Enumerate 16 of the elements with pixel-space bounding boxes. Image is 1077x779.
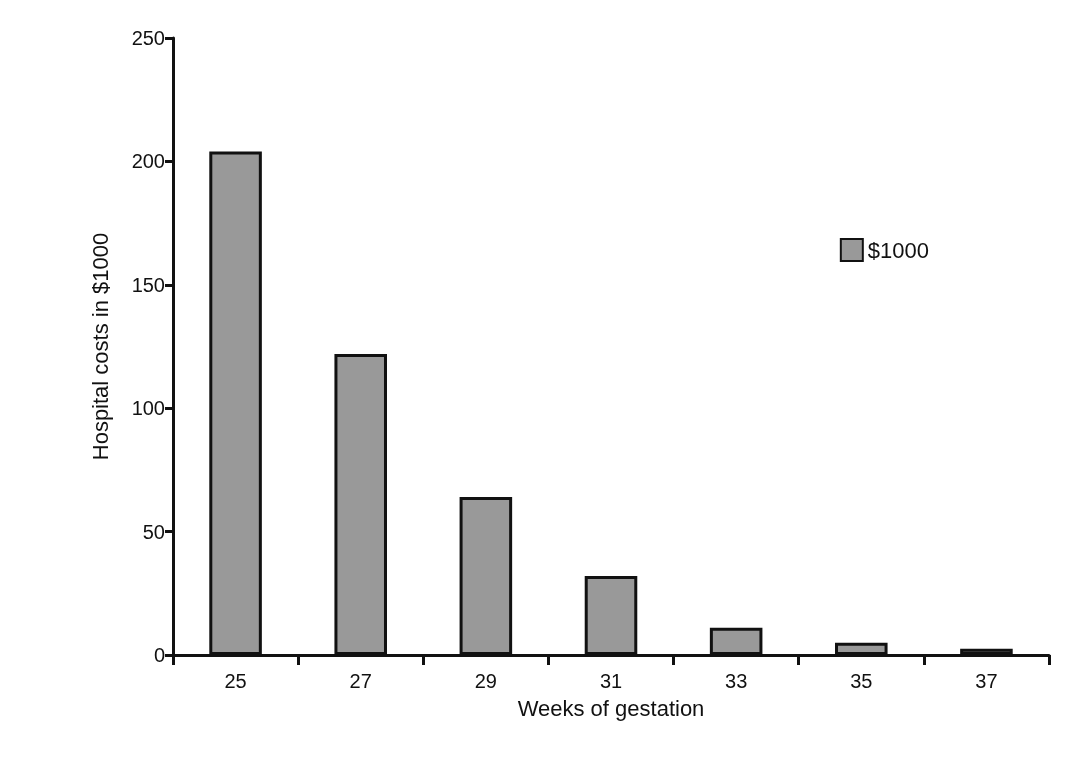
y-tick-label: 200: [131, 150, 165, 173]
y-tick-label: 100: [131, 397, 165, 420]
y-axis-title: Hospital costs in $1000: [87, 232, 113, 461]
x-tick-label: 31: [599, 670, 623, 692]
x-tick-label: 35: [850, 670, 873, 692]
x-tick-label: 29: [474, 670, 497, 692]
y-tick-label: 0: [153, 644, 165, 666]
x-tick-label: 37: [975, 670, 998, 692]
legend-label: $1000: [867, 237, 930, 263]
x-axis-title: Weeks of gestation: [517, 695, 705, 721]
x-tick-label: 33: [725, 670, 748, 692]
x-tick-label: 25: [224, 670, 247, 692]
y-tick-label: 250: [131, 27, 165, 49]
y-tick-label: 150: [131, 273, 165, 296]
x-tick-label: 27: [349, 670, 372, 692]
y-tick-label: 50: [142, 520, 165, 543]
